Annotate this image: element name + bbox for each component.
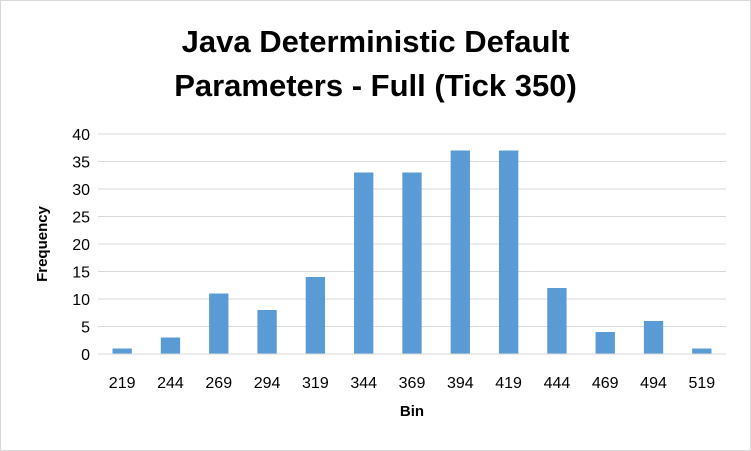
bar-269	[209, 293, 229, 354]
bar-219	[112, 348, 132, 354]
y-tick-label-15: 15	[72, 265, 90, 282]
y-tick-label-10: 10	[72, 292, 90, 309]
x-tick-label-294: 294	[254, 375, 281, 392]
y-tick-labels: 0 5 10 15 20 25 30 35 40	[72, 127, 90, 364]
bar-369	[402, 172, 422, 354]
x-tick-label-394: 394	[447, 375, 474, 392]
x-axis-title: Bin	[400, 403, 424, 420]
bar-444	[547, 288, 567, 354]
y-tick-label-25: 25	[72, 210, 90, 227]
bar-419	[498, 150, 519, 354]
bar-294	[257, 310, 277, 354]
x-tick-label-344: 344	[350, 375, 377, 392]
x-tick-label-369: 369	[399, 375, 426, 392]
y-tick-label-0: 0	[81, 347, 90, 364]
bar-519	[692, 348, 712, 354]
bar-494	[643, 321, 664, 354]
chart-title: Java Deterministic Default Parameters - …	[0, 20, 751, 108]
x-tick-label-244: 244	[157, 375, 184, 392]
bar-394	[450, 150, 470, 354]
x-tick-label-419: 419	[495, 375, 522, 392]
y-tick-label-40: 40	[72, 127, 90, 144]
bar-469	[595, 332, 615, 354]
x-tick-label-444: 444	[544, 375, 571, 392]
y-tick-label-20: 20	[72, 237, 90, 254]
y-tick-label-5: 5	[81, 320, 90, 337]
y-tick-label-35: 35	[72, 155, 90, 172]
x-tick-label-469: 469	[592, 375, 619, 392]
x-tick-label-219: 219	[109, 375, 136, 392]
bar-244	[160, 337, 181, 354]
x-tick-label-269: 269	[205, 375, 232, 392]
y-axis-title: Frequency	[34, 205, 51, 282]
y-tick-label-30: 30	[72, 182, 90, 199]
chart-title-line-2: Parameters - Full (Tick 350)	[174, 68, 577, 103]
x-tick-label-319: 319	[302, 375, 329, 392]
bars	[112, 150, 712, 354]
x-tick-labels: 219 244 269 294 319 344 369 394 419 444 469 494 519	[109, 375, 715, 392]
x-tick-label-494: 494	[640, 375, 667, 392]
bar-319	[305, 277, 326, 354]
bar-344	[354, 172, 374, 354]
chart-title-line-1: Java Deterministic Default	[181, 24, 570, 59]
x-tick-label-519: 519	[688, 375, 715, 392]
